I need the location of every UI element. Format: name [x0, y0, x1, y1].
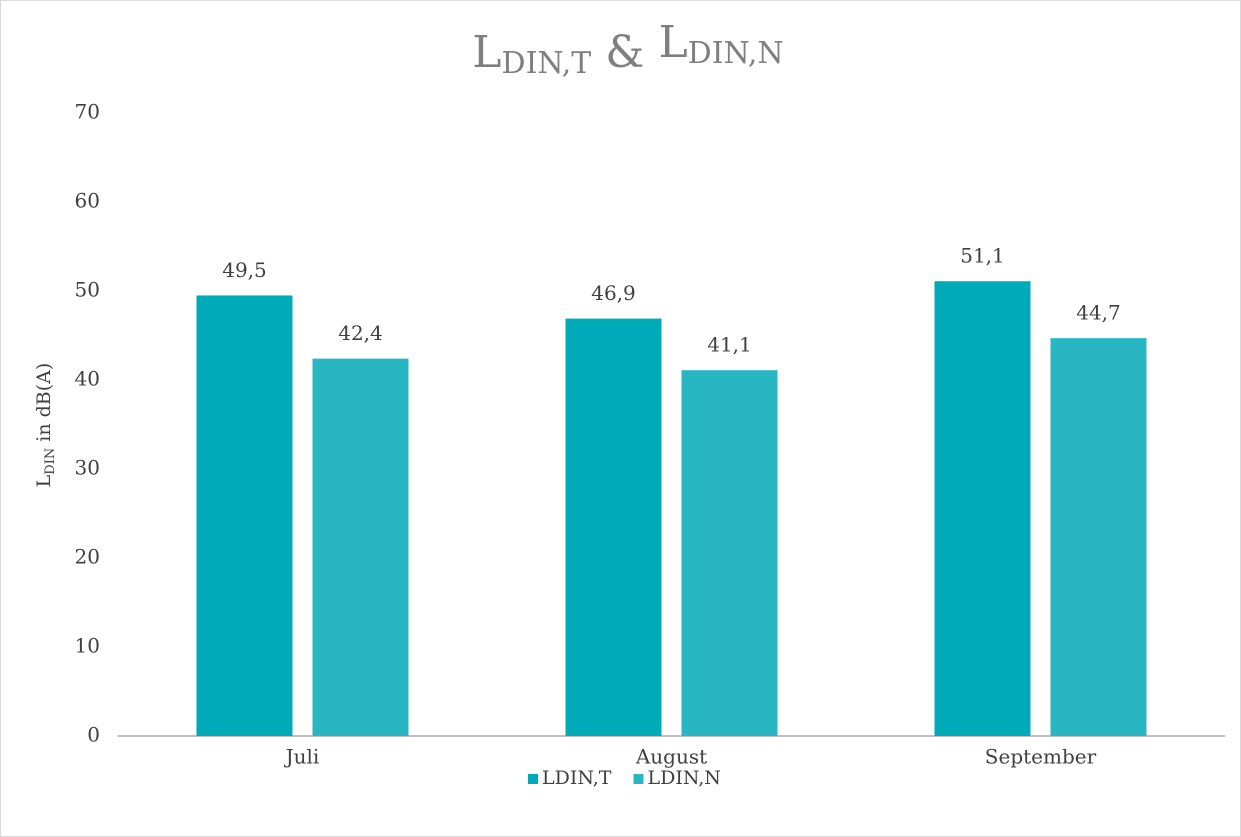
y-tick-label: 40 — [75, 367, 100, 391]
legend-swatch — [528, 774, 538, 784]
data-label: 44,7 — [1076, 301, 1121, 325]
x-tick-label: Juli — [284, 745, 320, 769]
bar — [312, 358, 409, 736]
bar — [565, 318, 662, 736]
legend-label: LDIN,N — [647, 767, 720, 789]
y-axis-label: LDIN in dB(A) — [33, 363, 58, 488]
bar — [681, 370, 778, 736]
y-tick-label: 0 — [87, 723, 100, 747]
legend-swatch — [633, 774, 644, 784]
y-tick-label: 30 — [75, 456, 100, 480]
title-part: L — [658, 17, 687, 68]
title-part: & — [591, 27, 658, 78]
y-tick-label: 60 — [75, 189, 100, 213]
bar — [934, 281, 1031, 736]
data-label: 46,9 — [591, 281, 636, 305]
legend-label: LDIN,T — [542, 767, 612, 789]
label-subscript: DIN — [43, 448, 58, 475]
label-part: L — [33, 474, 55, 487]
x-tick-label: August — [635, 745, 707, 769]
y-tick-label: 50 — [75, 278, 100, 302]
data-label: 42,4 — [338, 321, 383, 345]
chart-title: LDIN,T & LDIN,N — [472, 17, 783, 82]
y-tick-label: 70 — [75, 100, 100, 124]
title-part: L — [472, 27, 501, 78]
bar — [196, 295, 293, 736]
x-tick-label: September — [985, 745, 1097, 769]
bar — [1050, 338, 1147, 736]
y-tick-label: 10 — [75, 634, 100, 658]
data-label: 49,5 — [222, 258, 267, 282]
label-part: in dB(A) — [33, 363, 55, 448]
title-subscript: DIN,N — [688, 36, 784, 71]
data-label: 51,1 — [960, 244, 1005, 268]
y-tick-label: 20 — [75, 545, 100, 569]
title-subscript: DIN,T — [502, 46, 592, 81]
data-label: 41,1 — [707, 333, 752, 357]
